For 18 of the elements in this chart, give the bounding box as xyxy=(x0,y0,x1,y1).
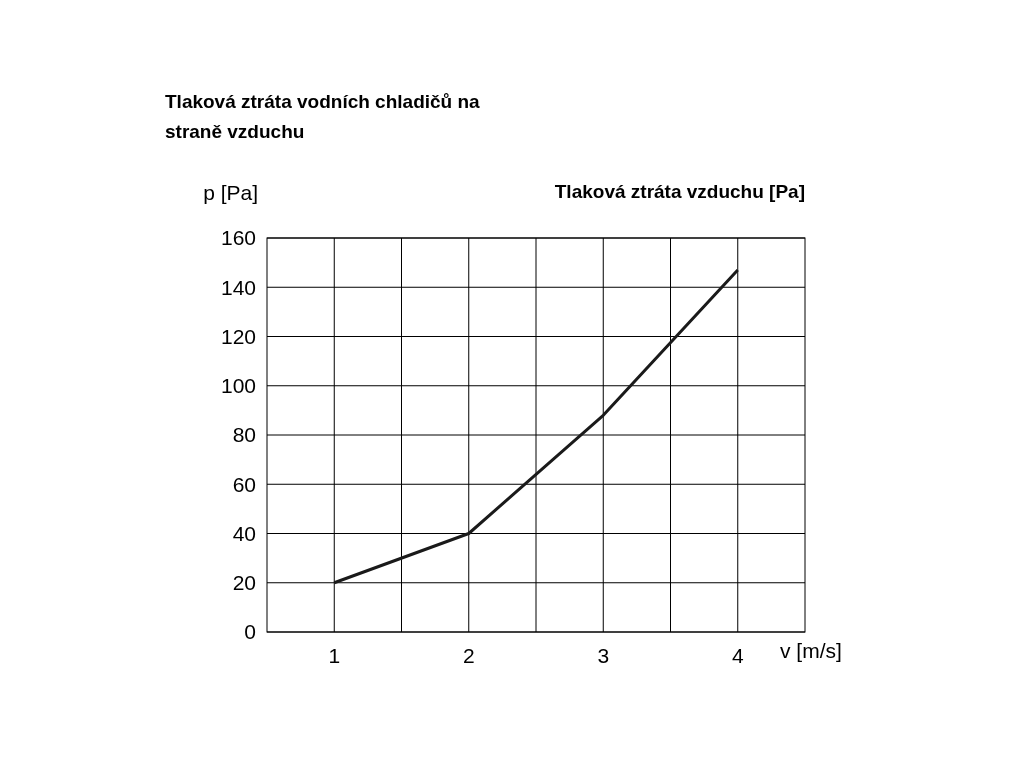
y-tick-label: 160 xyxy=(220,226,256,250)
y-tick-label: 0 xyxy=(244,620,256,644)
y-tick-label: 140 xyxy=(220,275,256,299)
line-series xyxy=(332,268,740,585)
y-axis-title: p [Pa] xyxy=(203,181,258,204)
y-tick-label: 100 xyxy=(220,374,256,398)
y-tick-label: 40 xyxy=(232,521,256,545)
chart-subtitle: Tlaková ztráta vzduchu [Pa] xyxy=(554,181,805,202)
y-tick-label: 120 xyxy=(220,324,256,348)
x-tick-label: 1 xyxy=(328,644,341,667)
y-tick-label: 80 xyxy=(232,423,256,447)
y-tick-label: 60 xyxy=(232,472,256,496)
x-tick-label: 4 xyxy=(731,644,744,667)
x-axis-title: v [m/s] xyxy=(780,639,842,662)
x-tick-label: 2 xyxy=(462,644,475,667)
chart-title: Tlaková ztráta vodních chladičů na straně vzduchu xyxy=(165,91,481,142)
x-tick-label: 3 xyxy=(597,644,610,667)
y-tick-label: 20 xyxy=(232,571,256,595)
